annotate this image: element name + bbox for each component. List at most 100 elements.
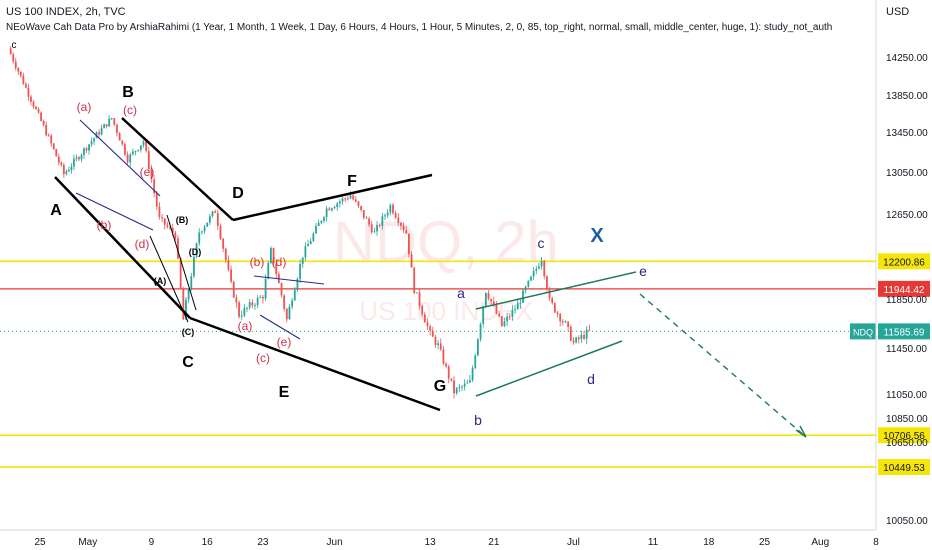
candle-body xyxy=(211,211,214,217)
watermark: NDQ, 2h US 100 INDEX xyxy=(333,210,559,326)
candle-body xyxy=(293,289,296,301)
small-label-b: b xyxy=(474,412,482,428)
candle-body xyxy=(362,210,365,218)
candle-body xyxy=(285,308,288,320)
candle-body xyxy=(105,124,108,127)
candle-body xyxy=(142,141,145,146)
candle-body xyxy=(338,201,341,204)
candle-body xyxy=(163,218,166,225)
candle-body xyxy=(22,75,25,85)
candle-body xyxy=(561,321,564,323)
candle-body xyxy=(62,164,65,175)
indicator-label: NEoWave Cah Data Pro by ArshiaRahimi (1 … xyxy=(6,22,833,33)
small-label-d: d xyxy=(587,371,595,387)
candle-body xyxy=(80,154,83,160)
candle-body xyxy=(495,304,498,314)
candle-body xyxy=(461,386,463,388)
y-tick-label: 13050.00 xyxy=(886,168,928,179)
candle-body xyxy=(47,135,50,137)
candle-body xyxy=(423,314,426,323)
candle-body xyxy=(471,367,474,381)
candle-body xyxy=(408,233,410,255)
x-tick-label: 11 xyxy=(648,537,659,548)
candle-body xyxy=(182,288,185,320)
candle-body xyxy=(397,217,400,223)
candle-body xyxy=(185,299,187,320)
y-tick-label: 11450.00 xyxy=(886,344,927,355)
inner-line-1 xyxy=(166,214,197,311)
candle-body xyxy=(83,148,85,155)
y-tick-label: 14250.00 xyxy=(886,53,928,64)
candle-body xyxy=(336,203,339,208)
candle-body xyxy=(238,302,240,317)
candle-body xyxy=(328,208,331,211)
candle-body xyxy=(553,303,556,313)
candle-body xyxy=(309,240,312,245)
candle-body xyxy=(37,109,40,113)
price-tag-text-1: 11944.42 xyxy=(884,285,925,296)
candle-body xyxy=(195,243,198,257)
sub-label-b: (b) xyxy=(97,218,112,232)
price-tag-0 xyxy=(878,253,930,270)
candle-body xyxy=(216,212,219,226)
candle-body xyxy=(267,262,270,279)
candle-body xyxy=(479,323,482,340)
candle-body xyxy=(158,206,161,218)
candle-body xyxy=(487,292,490,299)
candle-body xyxy=(469,380,471,383)
candle-body xyxy=(12,54,15,62)
candle-body xyxy=(304,246,307,258)
sub-label-c: (c) xyxy=(123,103,137,117)
wave-label-X: X xyxy=(590,225,604,247)
candle-body xyxy=(116,124,118,133)
candle-body xyxy=(514,309,516,311)
sub-channel-4 xyxy=(259,314,301,340)
wave-label-G: G xyxy=(434,378,446,395)
small-label-e: e xyxy=(639,263,647,279)
candle-body xyxy=(439,343,442,350)
candle-body xyxy=(588,329,591,331)
sub-channel-1 xyxy=(79,119,161,197)
inner-label-B: (B) xyxy=(176,215,189,225)
sub-label-e: (e) xyxy=(140,165,155,179)
small-label-top-c: c xyxy=(12,40,17,51)
candle-body xyxy=(410,254,413,268)
y-tick-label: 11850.00 xyxy=(886,295,927,306)
candle-body xyxy=(246,307,248,309)
x-tick-label: 21 xyxy=(488,537,500,548)
candle-body xyxy=(57,156,60,163)
channel-upper-left xyxy=(121,117,234,221)
channel-f-line xyxy=(232,173,433,222)
candle-body xyxy=(35,106,37,110)
candle-body xyxy=(575,337,578,343)
candle-body xyxy=(280,283,283,296)
candle-body xyxy=(50,135,53,144)
candle-body xyxy=(272,247,275,264)
candle-body xyxy=(508,316,511,318)
candle-body xyxy=(442,349,445,364)
y-tick-label: 13450.00 xyxy=(886,128,928,139)
candle-body xyxy=(134,150,137,152)
wave-label-C: C xyxy=(182,354,194,371)
x-tick-label: 16 xyxy=(202,537,214,548)
candle-body xyxy=(312,233,315,241)
candle-body xyxy=(405,230,408,234)
small-label-a: a xyxy=(457,285,465,301)
candle-body xyxy=(73,158,75,167)
candle-body xyxy=(492,301,495,305)
candle-body xyxy=(161,217,163,219)
candle-body xyxy=(519,302,522,304)
candle-body xyxy=(360,206,363,211)
channel-lower-left xyxy=(54,176,191,319)
sub-label-e2: (e) xyxy=(277,335,292,349)
candle-body xyxy=(315,225,317,234)
x-tick-label: May xyxy=(78,537,97,548)
candle-body xyxy=(352,195,355,200)
candle-body xyxy=(357,201,360,207)
candle-body xyxy=(187,289,190,300)
inner-label-A: (A) xyxy=(154,276,167,286)
candle-body xyxy=(299,264,301,279)
candle-body xyxy=(32,101,35,107)
